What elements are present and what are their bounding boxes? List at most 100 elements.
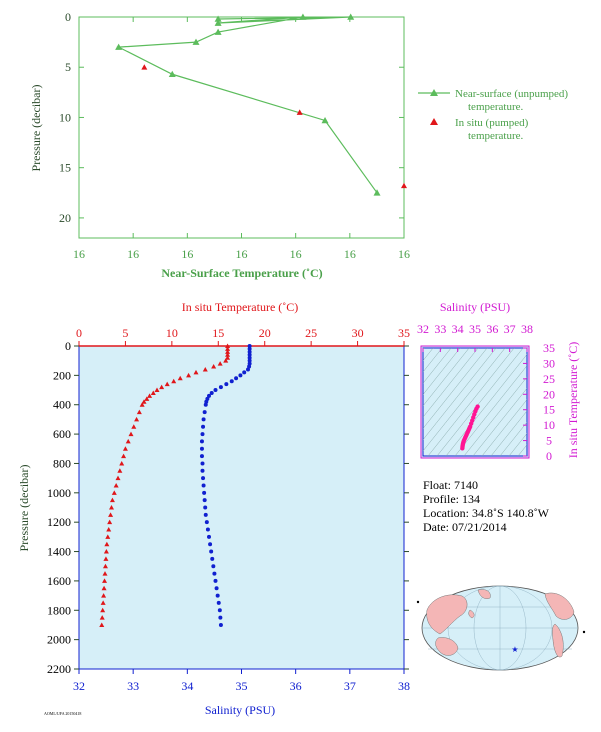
ts-contour-group [423,348,527,456]
near-surface-x-tick-label: 16 [398,247,410,261]
temperature-point [101,585,107,591]
near-surface-y-tick-label: 10 [59,110,71,124]
legend-pumped-label-2: temperature. [468,130,524,142]
temperature-point [99,615,105,620]
temperature-point [159,384,165,390]
temperature-point [104,541,110,547]
salinity-point [218,385,223,390]
temperature-point [100,600,106,605]
temperature-point [117,468,123,473]
temperature-point [102,578,108,583]
temperature-point [106,527,112,532]
temperature-point [99,622,105,627]
temperature-point [193,369,199,375]
salinity-point [203,512,208,517]
profile-series [99,343,252,627]
legend-unpumped-label-1: Near-surface (unpumped) [455,88,568,100]
salinity-point [201,483,206,488]
ts-point [475,404,480,409]
ts-density-contour [454,365,527,456]
near-surface-y-axis-label: Pressure (decibar) [29,85,43,172]
locator-map: ★ [416,585,586,671]
salinity-point [203,505,208,510]
near-surface-unpumped-point [214,19,222,26]
near-surface-x-tick-label: 16 [344,247,356,261]
salinity-point [202,410,207,415]
profile-pressure-tick-label: 200 [53,368,71,382]
near-surface-pumped-point [141,64,148,70]
temperature-point [144,396,150,401]
temperature-point [109,497,115,503]
near-surface-unpumped-point [168,70,176,78]
profile-pressure-tick-label: 400 [53,398,71,412]
salinity-point [213,578,218,583]
profile-temperature-axis-label: In situ Temperature (˚C) [182,300,299,314]
salinity-point [224,382,229,387]
salinity-point [200,432,205,437]
near-surface-x-tick-label: 16 [127,247,139,261]
profile-salinity-axis-label: Salinity (PSU) [205,703,275,717]
profile-salinity-tick-label: 37 [344,679,356,693]
salinity-point [214,586,219,591]
salinity-point [212,571,217,576]
profile-pressure-tick-label: 1600 [47,574,71,588]
profile-pressure-tick-label: 1400 [47,545,71,559]
ts-temperature-tick-label: 15 [543,403,555,417]
salinity-point [201,476,206,481]
ts-temperature-axis-label: In situ Temperature (˚C) [566,342,580,459]
temperature-point [125,438,131,444]
near-surface-y-tick-label: 5 [65,60,71,74]
ts-series [460,404,480,451]
profile-pressure-tick-label: 1800 [47,603,71,617]
temperature-point [136,409,142,415]
near-surface-y-tick-label: 0 [65,10,71,24]
temperature-point [217,361,223,366]
salinity-point [229,379,234,384]
near-surface-unpumped-point [321,116,329,124]
temperature-point [164,381,170,387]
temperature-point [225,349,231,354]
ts-salinity-axis-label: Salinity (PSU) [440,300,510,314]
ts-salinity-tick-label: 35 [469,322,481,336]
near-surface-legend: Near-surface (unpumped) temperature. In … [418,88,568,142]
ts-temperature-tick-label: 0 [546,449,552,463]
ts-density-contour [423,348,443,373]
profile-salinity-tick-label: 33 [127,679,139,693]
salinity-point [247,358,252,363]
temperature-point [115,475,121,481]
ts-density-contour [423,348,497,441]
temperature-point [121,453,127,459]
profile-salinity-tick-label: 32 [73,679,85,693]
salinity-point [199,439,204,444]
temperature-point [223,358,229,363]
salinity-point [238,373,243,378]
legend-unpumped-marker [430,89,438,96]
temperature-point [177,375,183,381]
near-surface-plot-area [78,16,405,239]
ts-salinity-tick-label: 38 [521,322,533,336]
ts-density-contour [423,348,425,350]
salinity-point [201,424,206,429]
temperature-point [150,390,156,395]
salinity-point [218,615,223,620]
ts-density-contour [423,348,488,429]
temperature-point [100,607,106,613]
ts-density-contours [423,348,527,456]
profile-pressure-tick-label: 600 [53,427,71,441]
salinity-point [200,468,205,473]
ts-density-contour [423,348,434,362]
salinity-point [205,527,210,532]
salinity-point [207,534,211,539]
salinity-point [246,367,250,372]
temperature-point [134,416,140,422]
salinity-point [247,355,252,360]
ts-salinity-tick-label: 37 [504,322,516,336]
ts-temperature-tick-label: 30 [543,356,555,370]
float-location-marker: ★ [511,645,518,654]
salinity-point [242,370,247,375]
ts-temperature-tick-label: 25 [543,372,555,386]
near-surface-tick-labels: 16 16 16 16 16 16 16 0 5 10 15 20 [59,10,410,261]
near-surface-y-tick-label: 15 [59,161,71,175]
